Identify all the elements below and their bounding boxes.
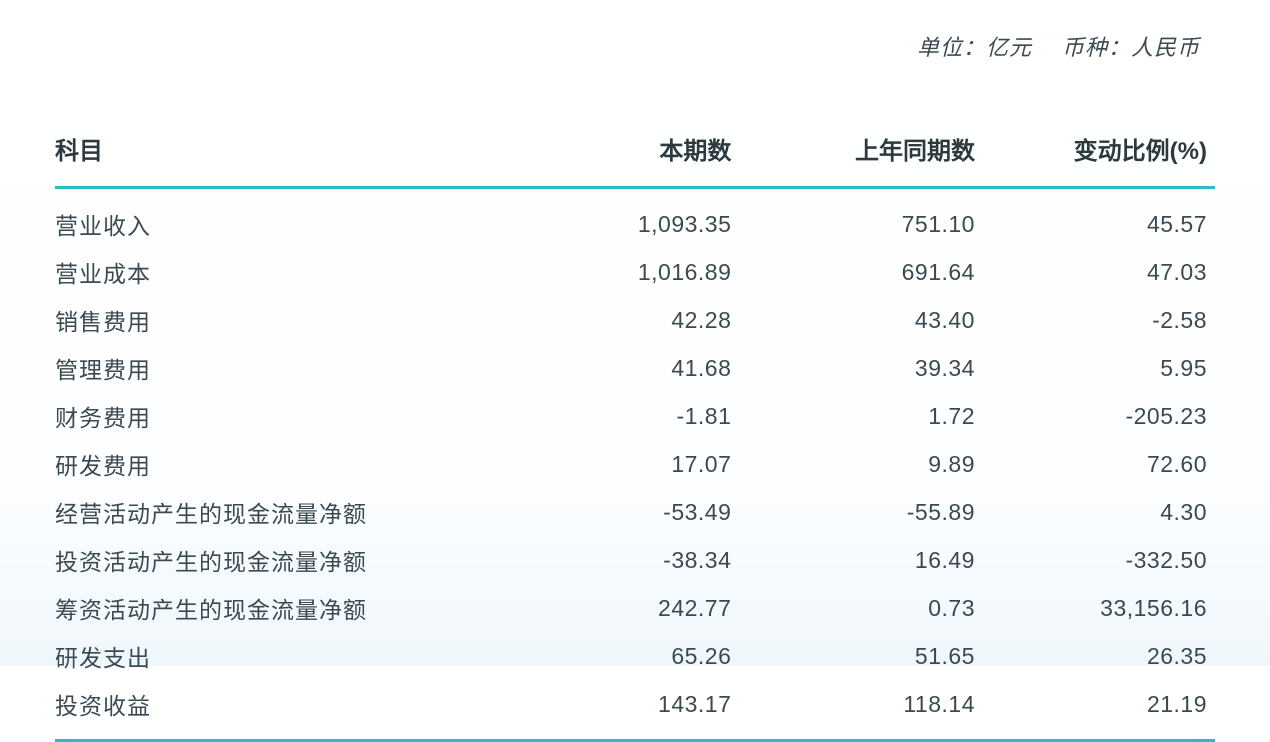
cell-change: 26.35 [983,632,1215,680]
table-row: 投资收益 143.17 118.14 21.19 [55,680,1215,741]
cell-prior: 691.64 [739,248,983,296]
table-row: 营业收入 1,093.35 751.10 45.57 [55,188,1215,249]
cell-change: 47.03 [983,248,1215,296]
cell-change: -205.23 [983,392,1215,440]
cell-prior: 51.65 [739,632,983,680]
table-header-row: 科目 本期数 上年同期数 变动比例(%) [55,117,1215,188]
cell-item: 管理费用 [55,344,496,392]
cell-current: 41.68 [496,344,740,392]
cell-change: 72.60 [983,440,1215,488]
cell-prior: 39.34 [739,344,983,392]
cell-current: 17.07 [496,440,740,488]
header-prior: 上年同期数 [739,117,983,188]
table-row: 研发支出 65.26 51.65 26.35 [55,632,1215,680]
table-row: 财务费用 -1.81 1.72 -205.23 [55,392,1215,440]
table-row: 管理费用 41.68 39.34 5.95 [55,344,1215,392]
cell-change: -2.58 [983,296,1215,344]
cell-prior: 16.49 [739,536,983,584]
cell-item: 投资收益 [55,680,496,741]
financial-table: 科目 本期数 上年同期数 变动比例(%) 营业收入 1,093.35 751.1… [55,117,1215,742]
cell-change: 5.95 [983,344,1215,392]
cell-item: 筹资活动产生的现金流量净额 [55,584,496,632]
cell-item: 研发费用 [55,440,496,488]
cell-item: 投资活动产生的现金流量净额 [55,536,496,584]
cell-current: -53.49 [496,488,740,536]
cell-item: 财务费用 [55,392,496,440]
cell-prior: -55.89 [739,488,983,536]
cell-current: 242.77 [496,584,740,632]
cell-prior: 0.73 [739,584,983,632]
cell-change: 45.57 [983,188,1215,249]
currency-label: 币种：人民币 [1062,35,1200,60]
unit-currency-line: 单位：亿元 币种：人民币 [55,30,1215,62]
cell-prior: 751.10 [739,188,983,249]
cell-current: -38.34 [496,536,740,584]
cell-prior: 43.40 [739,296,983,344]
table-row: 筹资活动产生的现金流量净额 242.77 0.73 33,156.16 [55,584,1215,632]
table-row: 研发费用 17.07 9.89 72.60 [55,440,1215,488]
table-row: 投资活动产生的现金流量净额 -38.34 16.49 -332.50 [55,536,1215,584]
cell-item: 营业成本 [55,248,496,296]
cell-change: 21.19 [983,680,1215,741]
cell-current: -1.81 [496,392,740,440]
cell-item: 销售费用 [55,296,496,344]
header-current: 本期数 [496,117,740,188]
table-row: 经营活动产生的现金流量净额 -53.49 -55.89 4.30 [55,488,1215,536]
table-body: 营业收入 1,093.35 751.10 45.57 营业成本 1,016.89… [55,188,1215,741]
table-row: 销售费用 42.28 43.40 -2.58 [55,296,1215,344]
cell-change: -332.50 [983,536,1215,584]
header-change: 变动比例(%) [983,117,1215,188]
cell-current: 65.26 [496,632,740,680]
cell-prior: 118.14 [739,680,983,741]
cell-change: 33,156.16 [983,584,1215,632]
cell-item: 研发支出 [55,632,496,680]
cell-current: 1,016.89 [496,248,740,296]
cell-current: 42.28 [496,296,740,344]
cell-item: 营业收入 [55,188,496,249]
cell-change: 4.30 [983,488,1215,536]
cell-prior: 9.89 [739,440,983,488]
table-row: 营业成本 1,016.89 691.64 47.03 [55,248,1215,296]
cell-prior: 1.72 [739,392,983,440]
header-item: 科目 [55,117,496,188]
unit-label: 单位：亿元 [917,35,1032,60]
cell-current: 1,093.35 [496,188,740,249]
cell-item: 经营活动产生的现金流量净额 [55,488,496,536]
cell-current: 143.17 [496,680,740,741]
